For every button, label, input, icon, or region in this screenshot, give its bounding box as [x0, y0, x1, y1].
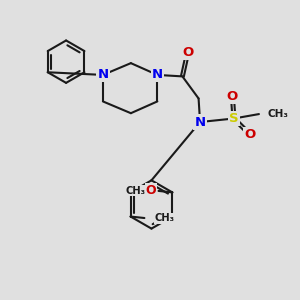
Text: CH₃: CH₃ [267, 109, 288, 119]
Text: N: N [152, 68, 163, 81]
Text: O: O [244, 128, 256, 141]
Text: CH₃: CH₃ [126, 186, 146, 196]
Text: CH₃: CH₃ [155, 213, 175, 223]
Text: O: O [182, 46, 193, 59]
Text: S: S [229, 112, 239, 125]
Text: N: N [194, 116, 206, 128]
Text: N: N [97, 68, 109, 81]
Text: O: O [227, 90, 238, 103]
Text: O: O [146, 184, 157, 197]
